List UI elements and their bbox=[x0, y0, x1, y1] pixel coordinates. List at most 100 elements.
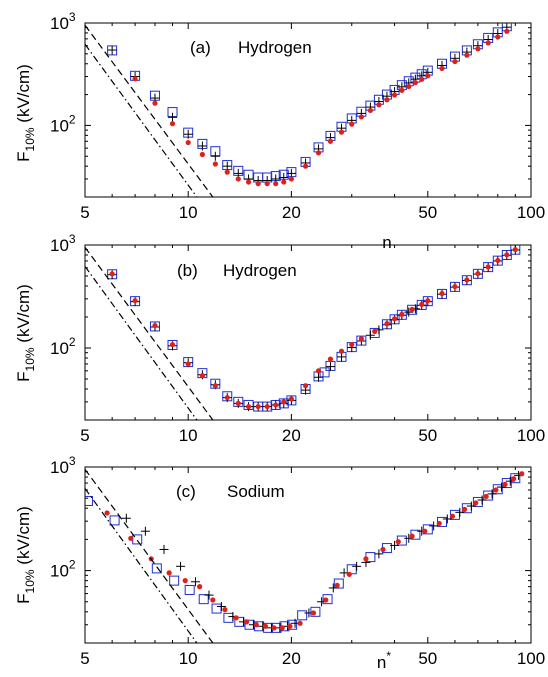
plot-area bbox=[85, 245, 521, 420]
data-point-dot bbox=[419, 76, 425, 82]
data-point-dot bbox=[439, 290, 445, 297]
data-point-dot bbox=[452, 58, 458, 65]
data-point-dot bbox=[243, 619, 250, 625]
y-tick-label: 103 bbox=[50, 232, 76, 255]
y-tick-label: 102 bbox=[50, 112, 76, 135]
panel-label: (c) bbox=[176, 482, 196, 501]
data-point-dot bbox=[253, 622, 259, 628]
data-point-dot bbox=[273, 181, 279, 187]
data-point-square bbox=[483, 490, 494, 501]
data-point-plus bbox=[455, 507, 465, 517]
data-point-dot bbox=[255, 181, 261, 187]
data-point-square bbox=[322, 594, 333, 605]
data-point-dot bbox=[166, 570, 172, 576]
data-point-square bbox=[198, 594, 209, 605]
y-tick-label: 103 bbox=[50, 454, 76, 477]
dashdot-reference-line bbox=[85, 488, 198, 643]
data-point-plus bbox=[107, 45, 117, 55]
data-point-dot bbox=[346, 571, 352, 577]
data-point-square bbox=[184, 584, 195, 595]
data-point-dot bbox=[169, 121, 176, 127]
data-point-dot bbox=[485, 264, 491, 270]
data-point-dot bbox=[327, 356, 334, 362]
data-point-plus bbox=[352, 561, 362, 571]
data-point-plus bbox=[365, 330, 375, 340]
y-tick-label: 102 bbox=[50, 558, 76, 581]
data-point-dot bbox=[409, 533, 415, 539]
y-tick-label: 102 bbox=[50, 335, 76, 358]
data-point-dot bbox=[224, 169, 230, 175]
data-point-plus bbox=[404, 307, 414, 317]
data-point-dot bbox=[210, 597, 216, 603]
data-point-dot bbox=[224, 394, 230, 401]
data-point-dot bbox=[511, 476, 517, 482]
data-point-dot bbox=[384, 321, 390, 327]
data-point-dot bbox=[475, 46, 481, 52]
data-point-dot bbox=[495, 257, 501, 264]
data-point-dot bbox=[281, 399, 287, 405]
data-point-dot bbox=[464, 277, 470, 283]
data-point-plus bbox=[325, 362, 335, 372]
y-axis-title: F10% (kV/cm) bbox=[14, 64, 37, 162]
data-point-dot bbox=[197, 584, 203, 590]
x-tick-label: 50 bbox=[418, 203, 437, 222]
data-point-dot bbox=[475, 270, 481, 277]
data-point-dot bbox=[273, 402, 279, 408]
data-point-dot bbox=[222, 607, 228, 613]
dashed-reference-line bbox=[85, 24, 214, 197]
data-point-dot bbox=[327, 138, 334, 144]
data-point-dot bbox=[302, 383, 309, 389]
data-point-plus bbox=[496, 482, 506, 492]
data-point-square bbox=[407, 304, 418, 315]
data-point-plus bbox=[140, 526, 150, 536]
data-point-dot bbox=[391, 316, 398, 322]
data-point-square bbox=[510, 473, 521, 484]
y-tick-label: 103 bbox=[50, 10, 76, 33]
data-point-dot bbox=[425, 298, 431, 304]
data-point-dot bbox=[235, 176, 241, 182]
data-point-square bbox=[151, 563, 162, 574]
x-tick-label: 50 bbox=[418, 426, 437, 445]
data-point-dot bbox=[483, 493, 489, 500]
data-point-dot bbox=[302, 163, 309, 169]
data-point-dot bbox=[288, 176, 294, 182]
dashed-reference-line bbox=[85, 246, 214, 420]
data-point-dot bbox=[363, 556, 369, 562]
data-point-dot bbox=[132, 298, 138, 304]
y-axis-title: F10% (kV/cm) bbox=[14, 506, 37, 604]
data-point-plus bbox=[204, 590, 214, 600]
x-tick-label: 5 bbox=[80, 203, 89, 222]
x-tick-label: 20 bbox=[282, 203, 301, 222]
plot-area bbox=[85, 23, 512, 197]
data-point-dot bbox=[338, 348, 345, 354]
data-point-dot bbox=[412, 79, 418, 86]
data-point-dot bbox=[271, 625, 277, 631]
data-point-square bbox=[492, 484, 503, 495]
data-point-dot bbox=[212, 161, 218, 167]
dashed-reference-line bbox=[85, 468, 214, 643]
data-point-dot bbox=[310, 610, 317, 616]
data-point-plus bbox=[328, 583, 338, 593]
data-point-dot bbox=[323, 597, 329, 603]
data-point-dot bbox=[406, 83, 412, 90]
data-point-dot bbox=[185, 139, 191, 146]
plot-area bbox=[85, 468, 525, 643]
data-point-dot bbox=[439, 65, 445, 72]
x-tick-label: 10 bbox=[179, 203, 198, 222]
x-axis-title: n* bbox=[377, 649, 391, 672]
x-tick-label: 50 bbox=[418, 649, 437, 668]
data-point-dot bbox=[245, 179, 252, 185]
data-point-dot bbox=[109, 271, 115, 277]
data-point-plus bbox=[336, 352, 346, 362]
element-label: Sodium bbox=[227, 482, 285, 501]
data-point-dot bbox=[199, 372, 205, 379]
data-point-square bbox=[211, 603, 222, 614]
data-point-dot bbox=[473, 500, 479, 506]
data-point-dot bbox=[358, 336, 364, 342]
data-point-dot bbox=[419, 301, 425, 308]
x-tick-label: 100 bbox=[517, 203, 545, 222]
data-point-plus bbox=[442, 514, 452, 524]
data-point-dot bbox=[349, 341, 355, 348]
data-point-dot bbox=[380, 546, 386, 553]
data-point-dot bbox=[399, 87, 405, 93]
